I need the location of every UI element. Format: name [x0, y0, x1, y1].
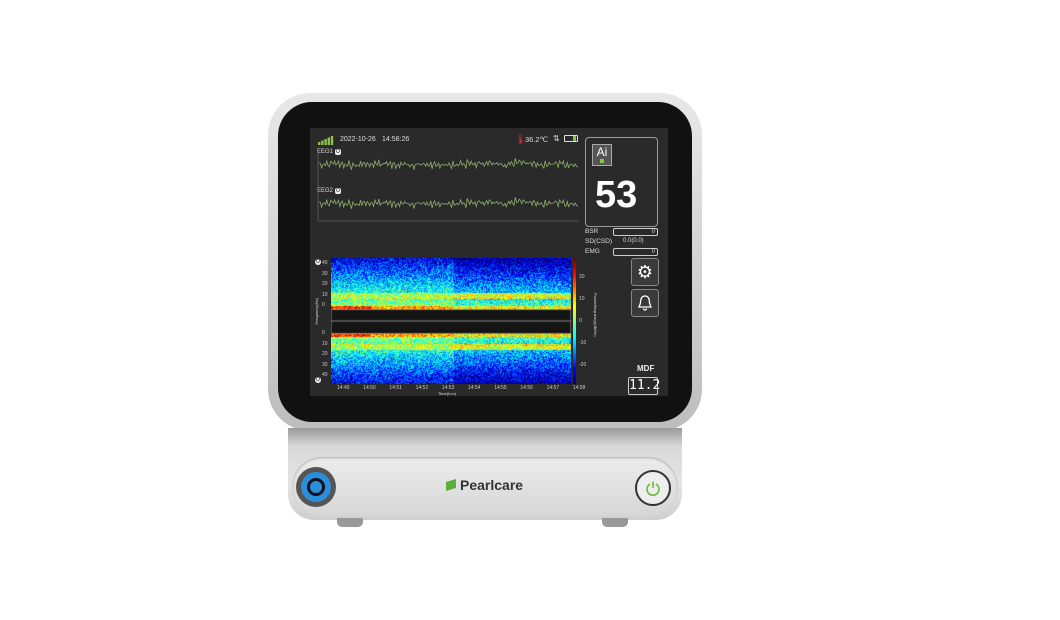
ai-badge-text: Ai: [596, 145, 608, 159]
x-tick-label: 14:56: [520, 385, 533, 391]
x-tick-label: 14:57: [546, 385, 560, 391]
y-tick-label: 20: [322, 351, 328, 357]
eeg2-waveform: [318, 197, 578, 209]
y-tick-label: 10: [322, 291, 328, 298]
channel-badge[interactable]: O: [335, 149, 341, 155]
spectrogram: [331, 258, 571, 384]
gear-icon: ⚙: [636, 261, 654, 282]
mdf-value: 11.2: [628, 377, 661, 395]
colorbar: [573, 258, 576, 384]
index-value: 53: [595, 174, 638, 216]
brand-logo: Pearlcare: [445, 477, 523, 493]
x-axis-label: Time(h:m): [438, 391, 457, 396]
status-date: 2022-10-26: [340, 136, 376, 143]
x-tick-label: 14:55: [494, 385, 507, 391]
metric-label-bsr: BSR: [585, 228, 599, 235]
x-tick-label: 14:51: [389, 385, 402, 391]
channel-badge[interactable]: O: [335, 188, 341, 194]
y-tick-label: 30: [322, 361, 328, 368]
sync-arrows-icon: ⇅: [553, 134, 560, 143]
status-time: 14:58:26: [382, 136, 410, 143]
battery-icon: [564, 135, 578, 142]
y-tick-label: 30: [322, 270, 328, 277]
colorbar-tick-label: -10: [579, 340, 587, 346]
metric-value-sd: 0.0(0.0): [623, 238, 644, 244]
colorbar-tick-label: -20: [579, 362, 587, 368]
foot: [337, 518, 363, 527]
x-tick-label: 14:52: [415, 385, 429, 391]
alarm-button[interactable]: [631, 289, 659, 317]
metric-value-bsr: 0: [613, 228, 658, 236]
power-button[interactable]: [635, 470, 671, 506]
thermometer-icon: 🌡: [515, 134, 527, 144]
y-tick-label: 0: [322, 330, 325, 336]
mdf-label: MDF: [637, 364, 655, 373]
logo-mark-icon: [446, 479, 456, 491]
settings-button[interactable]: ⚙: [631, 258, 659, 286]
y-tick-label: 40: [322, 372, 328, 378]
x-tick-label: 14:53: [441, 385, 455, 391]
x-tick-label: 14:49: [337, 385, 350, 391]
spectrogram-channel-badge[interactable]: O: [315, 377, 321, 383]
monitor-screen: 2022-10-26 14:58:26 🌡 36.2℃ ⇅ EEG1 O EEG…: [310, 128, 668, 396]
foot: [602, 518, 628, 527]
colorbar-tick-label: 0: [579, 318, 582, 324]
power-icon: [646, 481, 660, 496]
eeg-waveforms: [317, 150, 579, 222]
colorbar-label: Power/frequency(dB/Hz): [593, 293, 598, 337]
metric-value-emg: 0: [613, 248, 658, 256]
eeg1-waveform: [318, 158, 578, 170]
signal-bars-icon: [318, 136, 334, 145]
sensor-connector[interactable]: [296, 467, 336, 507]
channel-label-eeg1: EEG1: [317, 149, 334, 155]
y-tick-label: 0: [322, 302, 325, 308]
channel-label-eeg2: EEG2: [317, 188, 334, 194]
temperature: 36.2℃: [525, 135, 549, 144]
y-tick-label: 40: [322, 260, 328, 266]
metric-label-sd: SD(CSD): [585, 238, 613, 245]
colorbar-tick-label: 20: [579, 274, 585, 280]
x-tick-label: 14:58: [572, 385, 586, 391]
x-tick-label: 14:50: [363, 385, 376, 391]
ai-badge: Ai: [592, 144, 612, 166]
y-tick-label: 10: [322, 340, 328, 347]
index-panel: Ai 53: [585, 137, 658, 227]
y-axis-label: Frequency(Hz): [314, 298, 319, 325]
front-panel: [292, 457, 678, 517]
bell-icon: [638, 295, 652, 311]
colorbar-tick-label: 10: [579, 296, 585, 302]
spectrogram-channel-badge[interactable]: O: [315, 259, 321, 265]
metric-label-emg: EMG: [585, 248, 600, 255]
y-tick-label: 20: [322, 281, 328, 287]
x-tick-label: 14:54: [468, 385, 481, 391]
brand-name: Pearlcare: [460, 477, 524, 493]
